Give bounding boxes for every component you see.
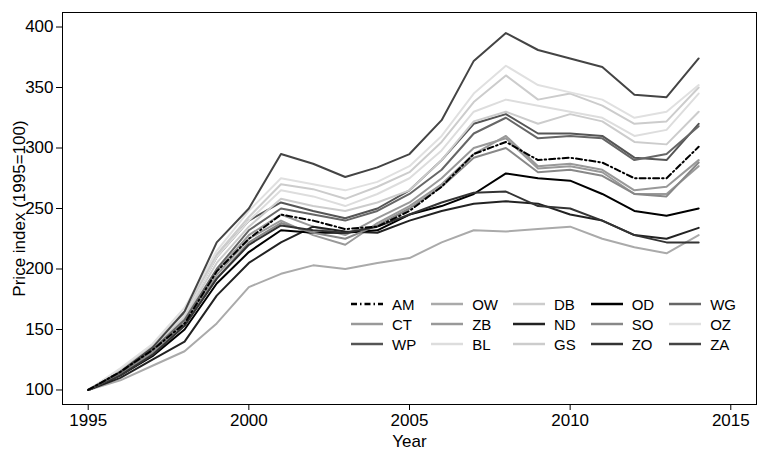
svg-text:100: 100 xyxy=(25,380,53,399)
svg-text:Year: Year xyxy=(392,432,427,451)
html-text:DB: DB xyxy=(554,295,575,313)
svg-text:150: 150 xyxy=(25,320,53,339)
html-text:ZA: ZA xyxy=(710,335,730,353)
html-text:OD: OD xyxy=(631,295,655,313)
html-text:SO: SO xyxy=(631,315,654,333)
svg-text:400: 400 xyxy=(25,17,53,36)
html-text:BL: BL xyxy=(472,335,491,353)
html-text:OW: OW xyxy=(472,295,498,313)
html-text:ZO: ZO xyxy=(631,335,653,353)
html-text:WG: WG xyxy=(710,295,736,313)
html-text:GS: GS xyxy=(554,335,576,353)
html-text:ZB: ZB xyxy=(472,315,492,333)
html-text:CT: CT xyxy=(392,315,412,333)
svg-text:1995: 1995 xyxy=(69,411,107,430)
svg-text:Price index (1995=100): Price index (1995=100) xyxy=(10,120,29,296)
html-text:WP: WP xyxy=(392,335,417,353)
html-text:OZ: OZ xyxy=(710,315,731,333)
svg-text:200: 200 xyxy=(25,259,53,278)
svg-text:350: 350 xyxy=(25,78,53,97)
svg-text:2005: 2005 xyxy=(391,411,429,430)
html-text:AM: AM xyxy=(392,295,415,313)
html-text:ND: ND xyxy=(554,315,576,333)
svg-text:250: 250 xyxy=(25,199,53,218)
svg-text:2010: 2010 xyxy=(551,411,589,430)
svg-text:2015: 2015 xyxy=(712,411,750,430)
svg-text:2000: 2000 xyxy=(230,411,268,430)
svg-text:300: 300 xyxy=(25,138,53,157)
